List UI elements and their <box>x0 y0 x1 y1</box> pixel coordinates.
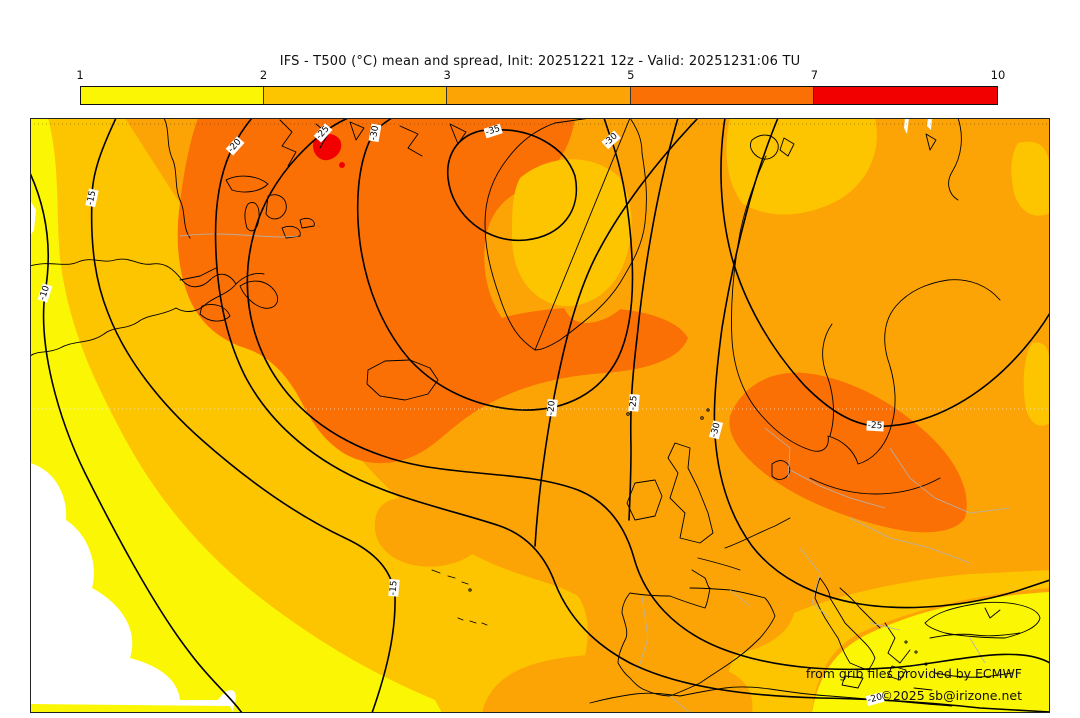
colorbar-segment <box>813 87 997 104</box>
colorbar-segment <box>264 87 448 104</box>
map-canvas: -15 -10 -20 -25 -30 -35 -30 -20 -25 -30 -25 -15 -20 … <box>30 118 1050 713</box>
colorbar-tick: 3 <box>443 68 451 82</box>
contour-label: -25 <box>628 394 640 412</box>
colorbar-tick-labels: 1 2 3 5 7 10 <box>76 68 1005 82</box>
weather-map-svg <box>30 118 1050 713</box>
colorbar-tick: 2 <box>259 68 268 82</box>
colorbar-tick: 10 <box>990 68 1006 82</box>
contour-label: -20 <box>546 399 558 417</box>
contour-label: -15 <box>388 579 400 597</box>
country-borders <box>179 233 1011 713</box>
mean-contour-lines <box>30 118 1050 713</box>
spread-fill-layer <box>30 118 1050 713</box>
attribution-source: from grib files provided by ECMWF <box>805 666 1022 681</box>
coastlines <box>30 118 1041 707</box>
map-frame <box>30 118 1050 713</box>
colorbar-tick: 1 <box>76 68 84 82</box>
attribution-copyright: ©2025 sb@irizone.net <box>880 688 1022 703</box>
colorbar <box>80 86 998 105</box>
contour-label: -25 <box>866 420 884 432</box>
colorbar-segment <box>447 87 631 104</box>
colorbar-tick: 5 <box>627 68 635 82</box>
colorbar-segment <box>81 87 265 104</box>
colorbar-segment <box>630 87 814 104</box>
chart-title: IFS - T500 (°C) mean and spread, Init: 2… <box>279 54 801 69</box>
attribution: from grib files provided by ECMWF ©2025 … <box>806 659 1022 703</box>
colorbar-tick: 7 <box>810 68 819 82</box>
